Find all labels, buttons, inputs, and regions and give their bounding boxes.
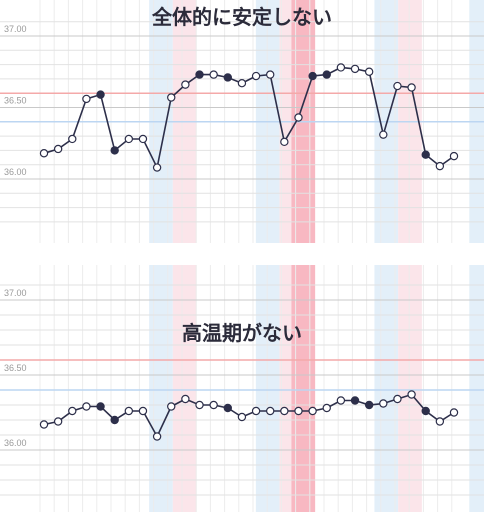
data-point bbox=[124, 134, 134, 144]
y-tick-label: 37.00 bbox=[4, 288, 27, 298]
data-point bbox=[280, 137, 289, 147]
data-point-filled bbox=[350, 396, 360, 405]
data-point bbox=[237, 78, 247, 88]
data-points bbox=[39, 63, 459, 172]
data-point bbox=[195, 400, 204, 410]
data-point bbox=[209, 70, 218, 79]
data-point bbox=[449, 151, 459, 161]
data-point bbox=[251, 71, 261, 81]
background-bands bbox=[149, 265, 484, 512]
data-point bbox=[407, 390, 416, 399]
data-point bbox=[449, 408, 459, 417]
chart-title: 全体的に安定しない bbox=[151, 5, 332, 29]
data-points bbox=[39, 390, 459, 441]
data-point bbox=[53, 144, 63, 154]
data-point bbox=[266, 406, 275, 416]
data-point bbox=[393, 81, 402, 91]
data-point bbox=[152, 163, 162, 172]
data-point bbox=[82, 94, 91, 104]
data-point bbox=[322, 403, 331, 413]
data-point-filled bbox=[223, 73, 232, 82]
data-point bbox=[181, 80, 190, 89]
data-point-filled bbox=[110, 415, 119, 425]
data-point bbox=[336, 63, 346, 72]
data-point bbox=[350, 64, 360, 74]
data-point-filled bbox=[96, 402, 105, 411]
data-point bbox=[294, 406, 303, 416]
band-blue bbox=[149, 265, 173, 512]
data-point bbox=[68, 406, 77, 416]
data-point bbox=[266, 70, 275, 79]
series-line bbox=[43, 66, 455, 171]
data-point-filled bbox=[322, 70, 331, 79]
data-point bbox=[280, 406, 289, 416]
band-pink bbox=[398, 265, 422, 512]
data-point-filled bbox=[195, 70, 204, 79]
y-tick-label: 36.00 bbox=[4, 438, 27, 448]
data-point bbox=[308, 406, 317, 416]
y-tick-label: 36.00 bbox=[4, 167, 27, 177]
y-tick-label: 36.50 bbox=[4, 363, 27, 373]
data-point bbox=[53, 417, 63, 426]
y-tick-label: 36.50 bbox=[4, 96, 27, 106]
y-tick-label: 37.00 bbox=[4, 24, 27, 34]
band-blue bbox=[255, 265, 280, 512]
data-point bbox=[124, 406, 134, 416]
data-point bbox=[407, 83, 416, 92]
data-point bbox=[68, 134, 77, 144]
chart-title: 高温期がない bbox=[182, 321, 302, 345]
data-point bbox=[393, 394, 402, 404]
data-point-filled bbox=[421, 150, 430, 159]
data-point bbox=[435, 417, 445, 426]
data-point bbox=[435, 161, 445, 171]
data-point-filled bbox=[308, 71, 317, 81]
data-point bbox=[167, 402, 176, 411]
data-point bbox=[39, 149, 49, 158]
data-point bbox=[364, 67, 374, 76]
data-point bbox=[181, 394, 190, 404]
data-point bbox=[167, 93, 176, 102]
data-point bbox=[82, 402, 91, 411]
band-pink bbox=[172, 265, 197, 512]
band-blue bbox=[469, 265, 484, 512]
chart-panel-2: 37.00 36.50 36.00 高温期がない bbox=[0, 265, 484, 512]
data-point bbox=[336, 396, 346, 405]
data-point-filled bbox=[364, 400, 374, 410]
data-point bbox=[294, 113, 303, 122]
data-point-filled bbox=[96, 90, 105, 99]
data-point bbox=[39, 420, 49, 429]
data-point bbox=[138, 406, 148, 416]
data-point bbox=[209, 400, 218, 410]
vertical-gridlines bbox=[39, 265, 453, 512]
data-point bbox=[138, 134, 148, 144]
data-point-filled bbox=[421, 406, 430, 416]
data-point bbox=[251, 406, 261, 416]
chart-panel-1: 37.00 36.50 36.00 全体的に安定しない bbox=[0, 0, 484, 243]
data-point bbox=[152, 432, 162, 441]
data-point bbox=[237, 412, 247, 422]
data-point-filled bbox=[223, 403, 232, 413]
data-point-filled bbox=[110, 146, 119, 155]
data-point bbox=[379, 399, 388, 408]
band-red bbox=[291, 265, 316, 512]
data-point bbox=[379, 130, 388, 139]
band-pink bbox=[279, 265, 292, 512]
